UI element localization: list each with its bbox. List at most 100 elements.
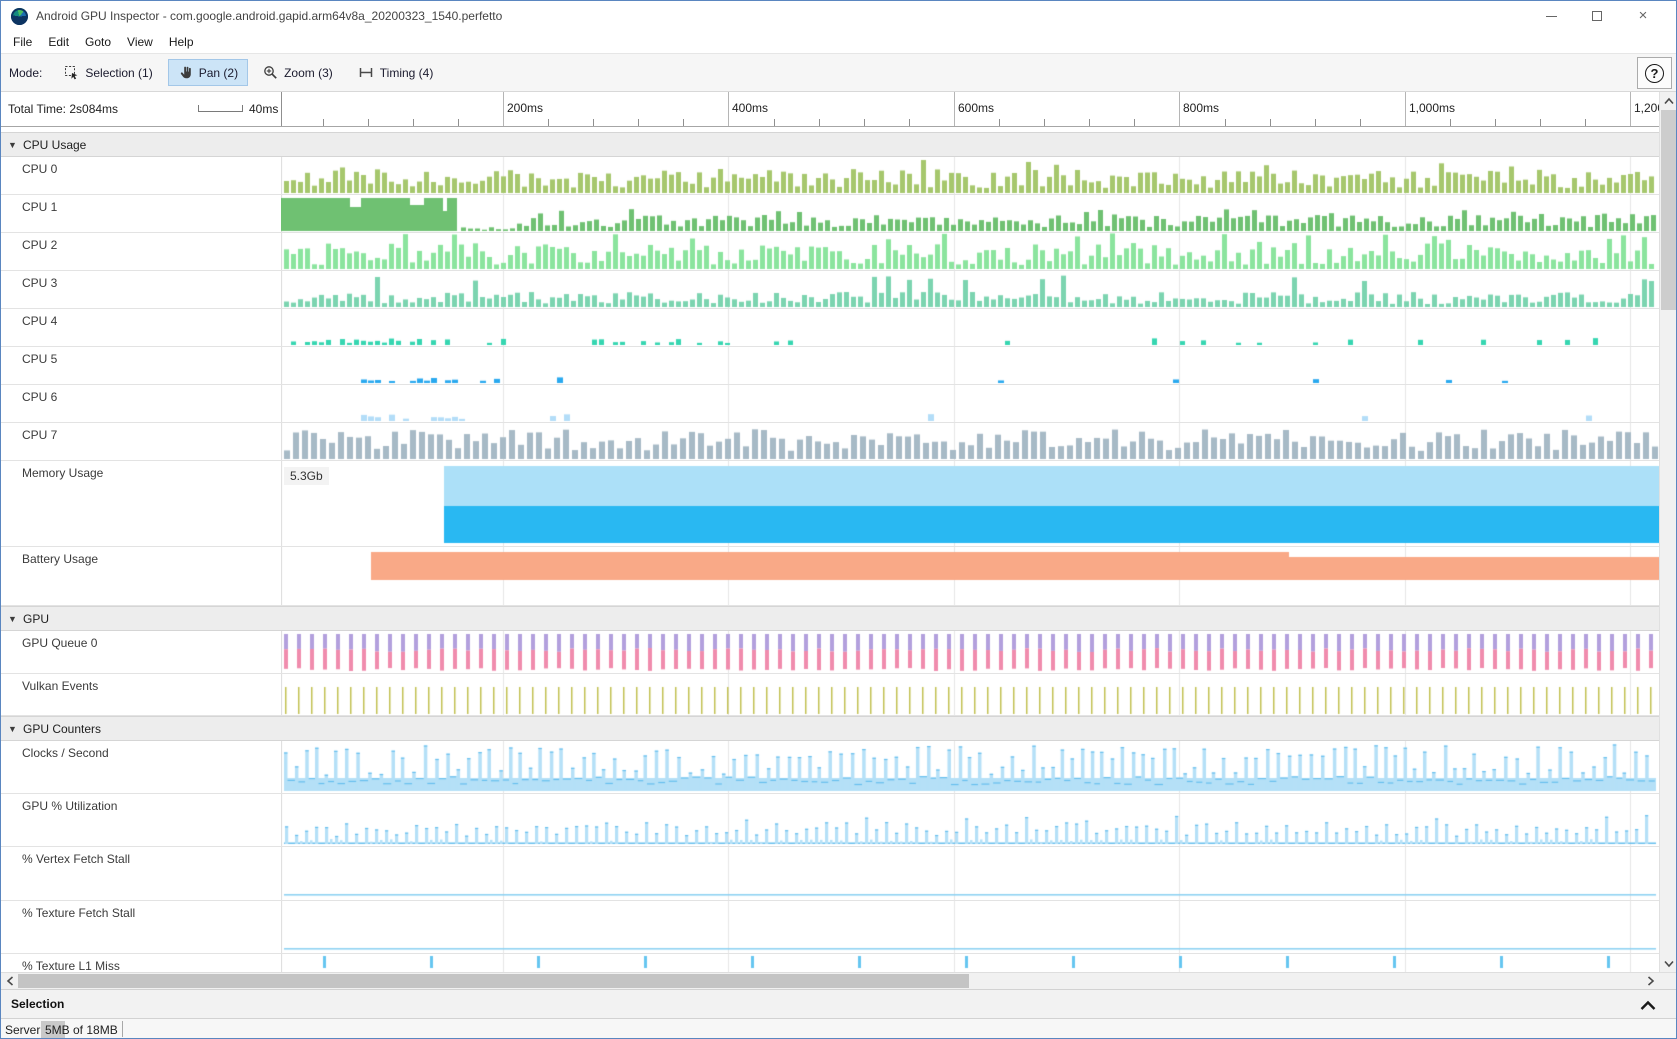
track-row-texture-l1-miss[interactable]: % Texture L1 Miss bbox=[1, 954, 1676, 972]
label-column-divider bbox=[281, 92, 282, 126]
ruler-gridline bbox=[1179, 92, 1180, 126]
menu-bar: File Edit Goto View Help bbox=[1, 31, 1676, 53]
menu-file[interactable]: File bbox=[13, 34, 33, 49]
track-label-vertex-fetch-stall: % Vertex Fetch Stall bbox=[22, 852, 131, 866]
section-header-gpu[interactable]: ▼ GPU bbox=[1, 606, 1676, 631]
track-chart-gpu-utilization[interactable] bbox=[281, 794, 1661, 846]
zoom-mode-button[interactable]: Zoom (3) bbox=[253, 59, 343, 86]
track-canvas-cpu-0 bbox=[281, 157, 1661, 194]
zoom-mode-label: Zoom (3) bbox=[284, 65, 333, 80]
horizontal-scroll-thumb[interactable] bbox=[18, 974, 969, 988]
track-row-gpu-utilization[interactable]: GPU % Utilization bbox=[1, 794, 1676, 847]
menu-view[interactable]: View bbox=[127, 34, 153, 49]
track-canvas-memory-usage bbox=[281, 461, 1661, 546]
scroll-up-button[interactable] bbox=[1660, 92, 1676, 109]
close-button[interactable]: × bbox=[1620, 2, 1666, 30]
chevron-left-icon bbox=[6, 976, 13, 986]
timing-mode-button[interactable]: Timing (4) bbox=[348, 59, 444, 86]
track-label-cpu-1: CPU 1 bbox=[22, 200, 58, 214]
track-canvas-gpu-queue-0 bbox=[281, 631, 1661, 673]
scale-value-label: 40ms bbox=[249, 102, 279, 116]
help-icon: ? bbox=[1645, 63, 1664, 83]
window-controls: × bbox=[1528, 2, 1666, 30]
track-canvas-cpu-6 bbox=[281, 385, 1661, 422]
timing-mode-label: Timing (4) bbox=[379, 65, 434, 80]
ruler-minor-tick bbox=[1585, 119, 1587, 126]
track-row-texture-fetch-stall[interactable]: % Texture Fetch Stall bbox=[1, 901, 1676, 954]
timeline-ruler[interactable]: Total Time: 2s084ms 40ms 200ms 400ms 600ms… bbox=[1, 92, 1676, 127]
ruler-minor-tick bbox=[773, 119, 775, 126]
pan-mode-button[interactable]: Pan (2) bbox=[167, 59, 249, 86]
track-canvas-texture-fetch-stall bbox=[281, 901, 1661, 953]
track-row-gpu-queue-0[interactable]: GPU Queue 0 bbox=[1, 631, 1676, 674]
track-chart-vulkan-events[interactable] bbox=[281, 674, 1661, 715]
server-label: Server: bbox=[5, 1023, 44, 1037]
scroll-right-button[interactable] bbox=[1642, 973, 1659, 989]
track-row-vertex-fetch-stall[interactable]: % Vertex Fetch Stall bbox=[1, 847, 1676, 901]
track-row-cpu-6[interactable]: CPU 6 bbox=[1, 385, 1676, 423]
ruler-minor-tick bbox=[593, 119, 595, 126]
track-canvas-cpu-3 bbox=[281, 271, 1661, 308]
horizontal-scrollbar[interactable] bbox=[1, 972, 1676, 989]
section-header-gpu-counters[interactable]: ▼ GPU Counters bbox=[1, 716, 1676, 741]
chevron-right-icon bbox=[1647, 976, 1654, 986]
selection-panel-header[interactable]: Selection bbox=[1, 989, 1676, 1019]
track-chart-gpu-queue-0[interactable] bbox=[281, 631, 1661, 673]
ruler-minor-tick bbox=[1044, 119, 1046, 126]
section-label-gpu-counters: GPU Counters bbox=[23, 721, 102, 736]
track-chart-texture-l1-miss[interactable] bbox=[281, 954, 1661, 972]
server-memory-value: 5MB of 18MB bbox=[45, 1023, 118, 1037]
track-row-cpu-0[interactable]: CPU 0 bbox=[1, 157, 1676, 195]
menu-help[interactable]: Help bbox=[168, 34, 194, 49]
track-chart-clocks-second[interactable] bbox=[281, 741, 1661, 793]
agi-logo-icon bbox=[11, 7, 28, 25]
scroll-down-button[interactable] bbox=[1660, 955, 1676, 972]
ruler-minor-tick bbox=[367, 119, 369, 126]
status-bar: Server: 5MB of 18MB bbox=[1, 1019, 1676, 1038]
scroll-left-button[interactable] bbox=[1, 973, 18, 989]
track-chart-cpu-3[interactable] bbox=[281, 271, 1661, 308]
track-row-battery-usage[interactable]: Battery Usage bbox=[1, 547, 1676, 606]
collapse-panel-button[interactable] bbox=[1640, 998, 1656, 1016]
track-chart-cpu-4[interactable] bbox=[281, 309, 1661, 346]
minimize-button[interactable] bbox=[1528, 2, 1574, 30]
ruler-gridline bbox=[954, 92, 955, 126]
vertical-scrollbar[interactable] bbox=[1659, 92, 1676, 972]
track-chart-cpu-7[interactable] bbox=[281, 423, 1661, 460]
track-canvas-battery-usage bbox=[281, 547, 1661, 605]
selection-mode-button[interactable]: Selection (1) bbox=[54, 59, 162, 86]
track-row-clocks-second[interactable]: Clocks / Second bbox=[1, 741, 1676, 794]
help-button[interactable]: ? bbox=[1637, 57, 1672, 89]
track-row-vulkan-events[interactable]: Vulkan Events bbox=[1, 674, 1676, 716]
menu-edit[interactable]: Edit bbox=[48, 34, 70, 49]
section-label-cpu-usage: CPU Usage bbox=[23, 137, 87, 152]
track-chart-cpu-6[interactable] bbox=[281, 385, 1661, 422]
track-canvas-clocks-second bbox=[281, 741, 1661, 793]
track-chart-texture-fetch-stall[interactable] bbox=[281, 901, 1661, 953]
track-row-cpu-3[interactable]: CPU 3 bbox=[1, 271, 1676, 309]
track-row-memory-usage[interactable]: Memory Usage 5.3Gb bbox=[1, 461, 1676, 547]
track-row-cpu-1[interactable]: CPU 1 bbox=[1, 195, 1676, 233]
mode-toolbar: Mode: Selection (1) Pan (2) Zoom (3) Timing… bbox=[1, 53, 1676, 92]
track-chart-cpu-0[interactable] bbox=[281, 157, 1661, 194]
vertical-scroll-thumb[interactable] bbox=[1661, 110, 1676, 310]
track-label-vulkan-events: Vulkan Events bbox=[22, 679, 99, 693]
track-label-cpu-6: CPU 6 bbox=[22, 390, 58, 404]
track-row-cpu-4[interactable]: CPU 4 bbox=[1, 309, 1676, 347]
track-row-cpu-5[interactable]: CPU 5 bbox=[1, 347, 1676, 385]
triangle-down-icon[interactable]: ▼ bbox=[8, 139, 17, 150]
track-chart-vertex-fetch-stall[interactable] bbox=[281, 847, 1661, 900]
track-row-cpu-7[interactable]: CPU 7 bbox=[1, 423, 1676, 461]
ruler-minor-tick bbox=[908, 119, 910, 126]
menu-goto[interactable]: Goto bbox=[85, 34, 112, 49]
section-header-cpu-usage[interactable]: ▼ CPU Usage bbox=[1, 132, 1676, 157]
track-chart-cpu-2[interactable] bbox=[281, 233, 1661, 270]
maximize-button[interactable] bbox=[1574, 2, 1620, 30]
track-chart-battery-usage[interactable] bbox=[281, 547, 1661, 605]
track-chart-cpu-5[interactable] bbox=[281, 347, 1661, 384]
triangle-down-icon[interactable]: ▼ bbox=[8, 723, 17, 734]
track-chart-memory-usage[interactable] bbox=[281, 461, 1661, 546]
triangle-down-icon[interactable]: ▼ bbox=[8, 613, 17, 624]
track-row-cpu-2[interactable]: CPU 2 bbox=[1, 233, 1676, 271]
track-chart-cpu-1[interactable] bbox=[281, 195, 1661, 232]
